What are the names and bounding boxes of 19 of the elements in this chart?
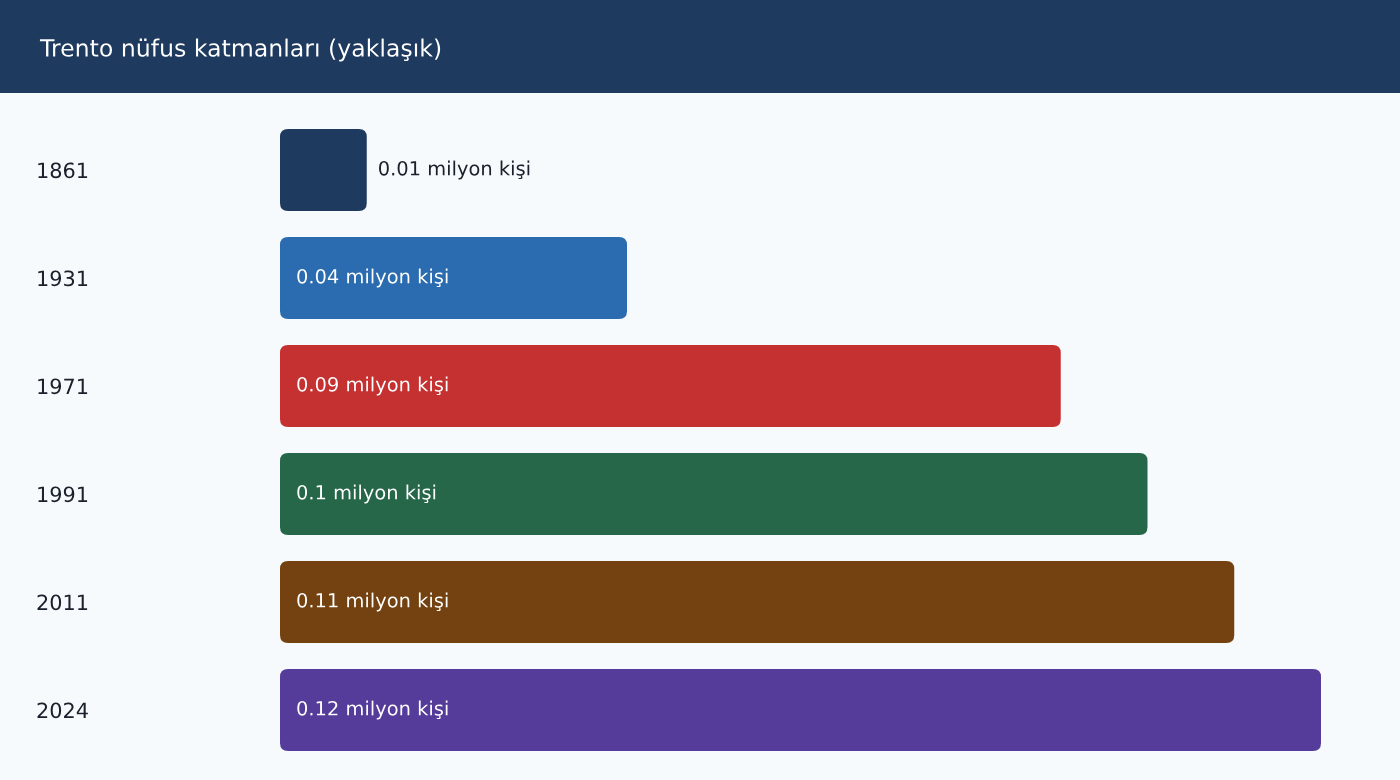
bar	[280, 344, 1061, 428]
bar	[280, 452, 1148, 536]
data-label: 0.01 milyon kişi	[379, 160, 530, 180]
y-tick-label: 2011	[37, 594, 88, 611]
data-label: 0.04 milyon kişi	[297, 268, 448, 288]
data-label: 0.11 milyon kişi	[297, 592, 448, 612]
data-label: 0.09 milyon kişi	[297, 376, 448, 396]
bar	[280, 236, 627, 320]
data-label: 0.12 milyon kişi	[297, 700, 448, 720]
y-tick-label: 2024	[37, 702, 88, 719]
y-tick-label: 1971	[38, 378, 88, 395]
y-tick-label: 1991	[38, 486, 88, 503]
chart-title: Trento nüfus katmanları (yaklaşık)	[39, 38, 441, 62]
data-label: 0.1 milyon kişi	[297, 484, 436, 504]
y-tick-label: 1931	[38, 270, 88, 287]
bar	[280, 560, 1235, 644]
y-tick-label: 1861	[38, 162, 88, 179]
bar	[280, 128, 367, 212]
bar	[280, 668, 1321, 752]
